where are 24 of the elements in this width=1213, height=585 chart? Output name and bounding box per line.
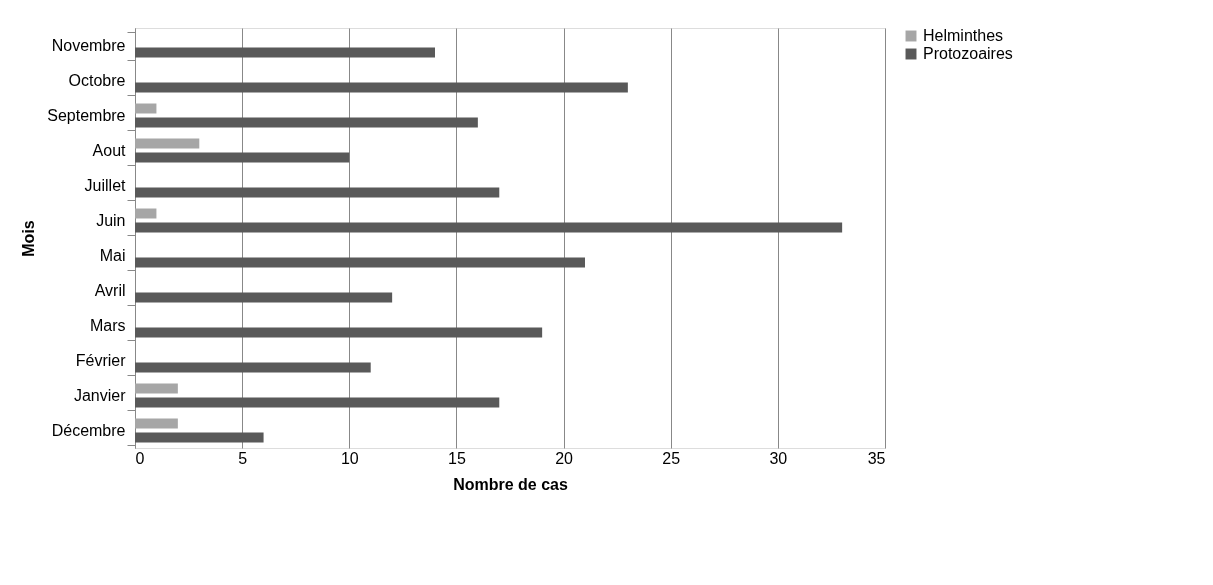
y-tick-label: Novembre xyxy=(51,37,126,54)
x-tick-label: 35 xyxy=(867,449,886,467)
y-tick-label: Mars xyxy=(89,317,126,334)
y-tick-label: Octobre xyxy=(68,72,126,89)
y-tick-label: Avril xyxy=(94,282,126,299)
y-tick-label: Décembre xyxy=(51,422,126,439)
x-tick-label: 30 xyxy=(769,449,788,467)
x-tick-label: 15 xyxy=(448,449,466,467)
y-tick-label: Février xyxy=(75,352,127,369)
y-tick-label: Juillet xyxy=(84,177,127,194)
y-tick-label: Aout xyxy=(92,142,127,159)
y-axis-title: Mois xyxy=(20,220,38,257)
x-axis-title: Nombre de cas xyxy=(453,475,568,493)
x-tick-label: 20 xyxy=(555,449,574,467)
y-tick-label: Mai xyxy=(99,247,126,264)
y-tick-label: Janvier xyxy=(73,387,127,404)
y-tick-label: Juin xyxy=(96,212,126,229)
x-tick-label: 25 xyxy=(662,449,681,467)
x-tick-label: 10 xyxy=(340,449,359,467)
x-tick-label: 5 xyxy=(238,449,248,467)
y-tick-label: Septembre xyxy=(47,107,126,124)
x-tick-label: 0 xyxy=(135,449,145,467)
legend-label: Protozoaires xyxy=(923,45,1013,62)
legend-label: Helminthes xyxy=(923,27,1004,44)
